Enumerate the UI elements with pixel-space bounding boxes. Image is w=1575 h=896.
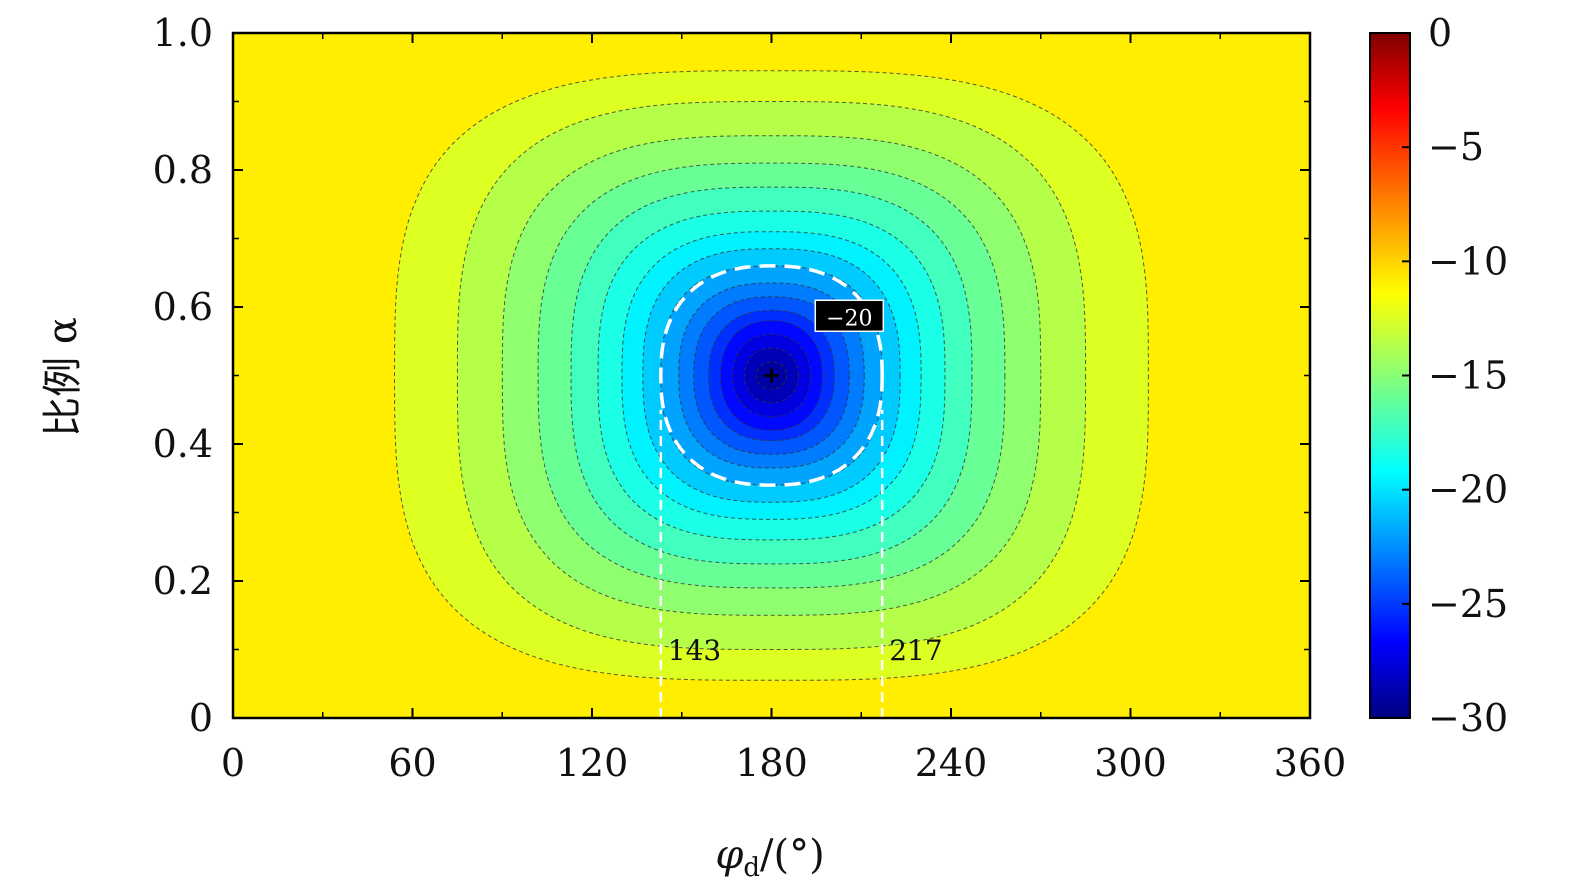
x-tick-label: 120	[556, 741, 629, 785]
y-tick-label: 0.6	[153, 285, 213, 329]
y-tick-label: 1.0	[153, 11, 213, 55]
contour-line	[693, 296, 850, 455]
contour-line	[708, 309, 835, 442]
contour-line	[393, 70, 1149, 681]
x-tick-label: 60	[388, 741, 436, 785]
contour-label-box	[814, 299, 885, 333]
contour-line	[621, 231, 922, 520]
svg-text:φd/(°): φd/(°)	[715, 832, 824, 883]
y-tick-label: 0.8	[153, 148, 213, 192]
contour-line	[744, 347, 799, 404]
contour-line	[678, 282, 865, 469]
y-tick-label: 0.4	[153, 422, 213, 466]
y-tick-label: 0	[189, 696, 213, 740]
minimum-marker	[764, 368, 779, 383]
x-axis-label: φd/(°)	[715, 832, 824, 883]
highlight-contour-line	[659, 264, 884, 487]
x-tick-label: 0	[221, 741, 245, 785]
contour-line	[501, 135, 1042, 616]
contour-line	[732, 333, 811, 418]
colorbar-tick-label: −20	[1428, 468, 1508, 512]
contour-line	[720, 320, 823, 431]
axis-ticks: 0 60 120 180 240 300 360 0 0.2 0.4 0.6 0.8 1.0	[153, 11, 1347, 785]
plot-area: 143 217 −20	[233, 33, 1310, 718]
contour-line	[456, 100, 1087, 651]
x-tick-label: 240	[915, 741, 988, 785]
contour-line	[597, 210, 946, 541]
colorbar-tick-label: −25	[1428, 582, 1508, 626]
vertical-marker-label: 143	[668, 634, 721, 667]
contour-line	[660, 265, 883, 486]
contour-line	[537, 162, 1006, 589]
colorbar-tick-label: −5	[1428, 125, 1484, 169]
x-tick-label: 300	[1094, 741, 1167, 785]
vertical-marker-label: 217	[889, 634, 942, 667]
y-tick-label: 0.2	[153, 559, 213, 603]
colorbar-tick-label: −15	[1428, 354, 1508, 398]
x-tick-label: 360	[1274, 741, 1347, 785]
colorbar-tick-label: −30	[1428, 696, 1508, 740]
contour-lines	[393, 70, 1149, 681]
x-tick-label: 180	[735, 741, 808, 785]
contour-line	[570, 186, 973, 565]
vertical-markers: 143 217	[659, 409, 943, 718]
y-axis-label: 比例 α	[40, 317, 86, 437]
colorbar-tick-label: 0	[1428, 11, 1452, 55]
contour-line	[755, 361, 788, 390]
contour-line	[642, 248, 901, 503]
highlight-contour: −20	[659, 264, 885, 487]
colorbar-ticks: 0 −5 −10 −15 −20 −25 −30	[1402, 11, 1508, 740]
contour-label: −20	[826, 306, 872, 331]
colorbar-tick-label: −10	[1428, 239, 1508, 283]
